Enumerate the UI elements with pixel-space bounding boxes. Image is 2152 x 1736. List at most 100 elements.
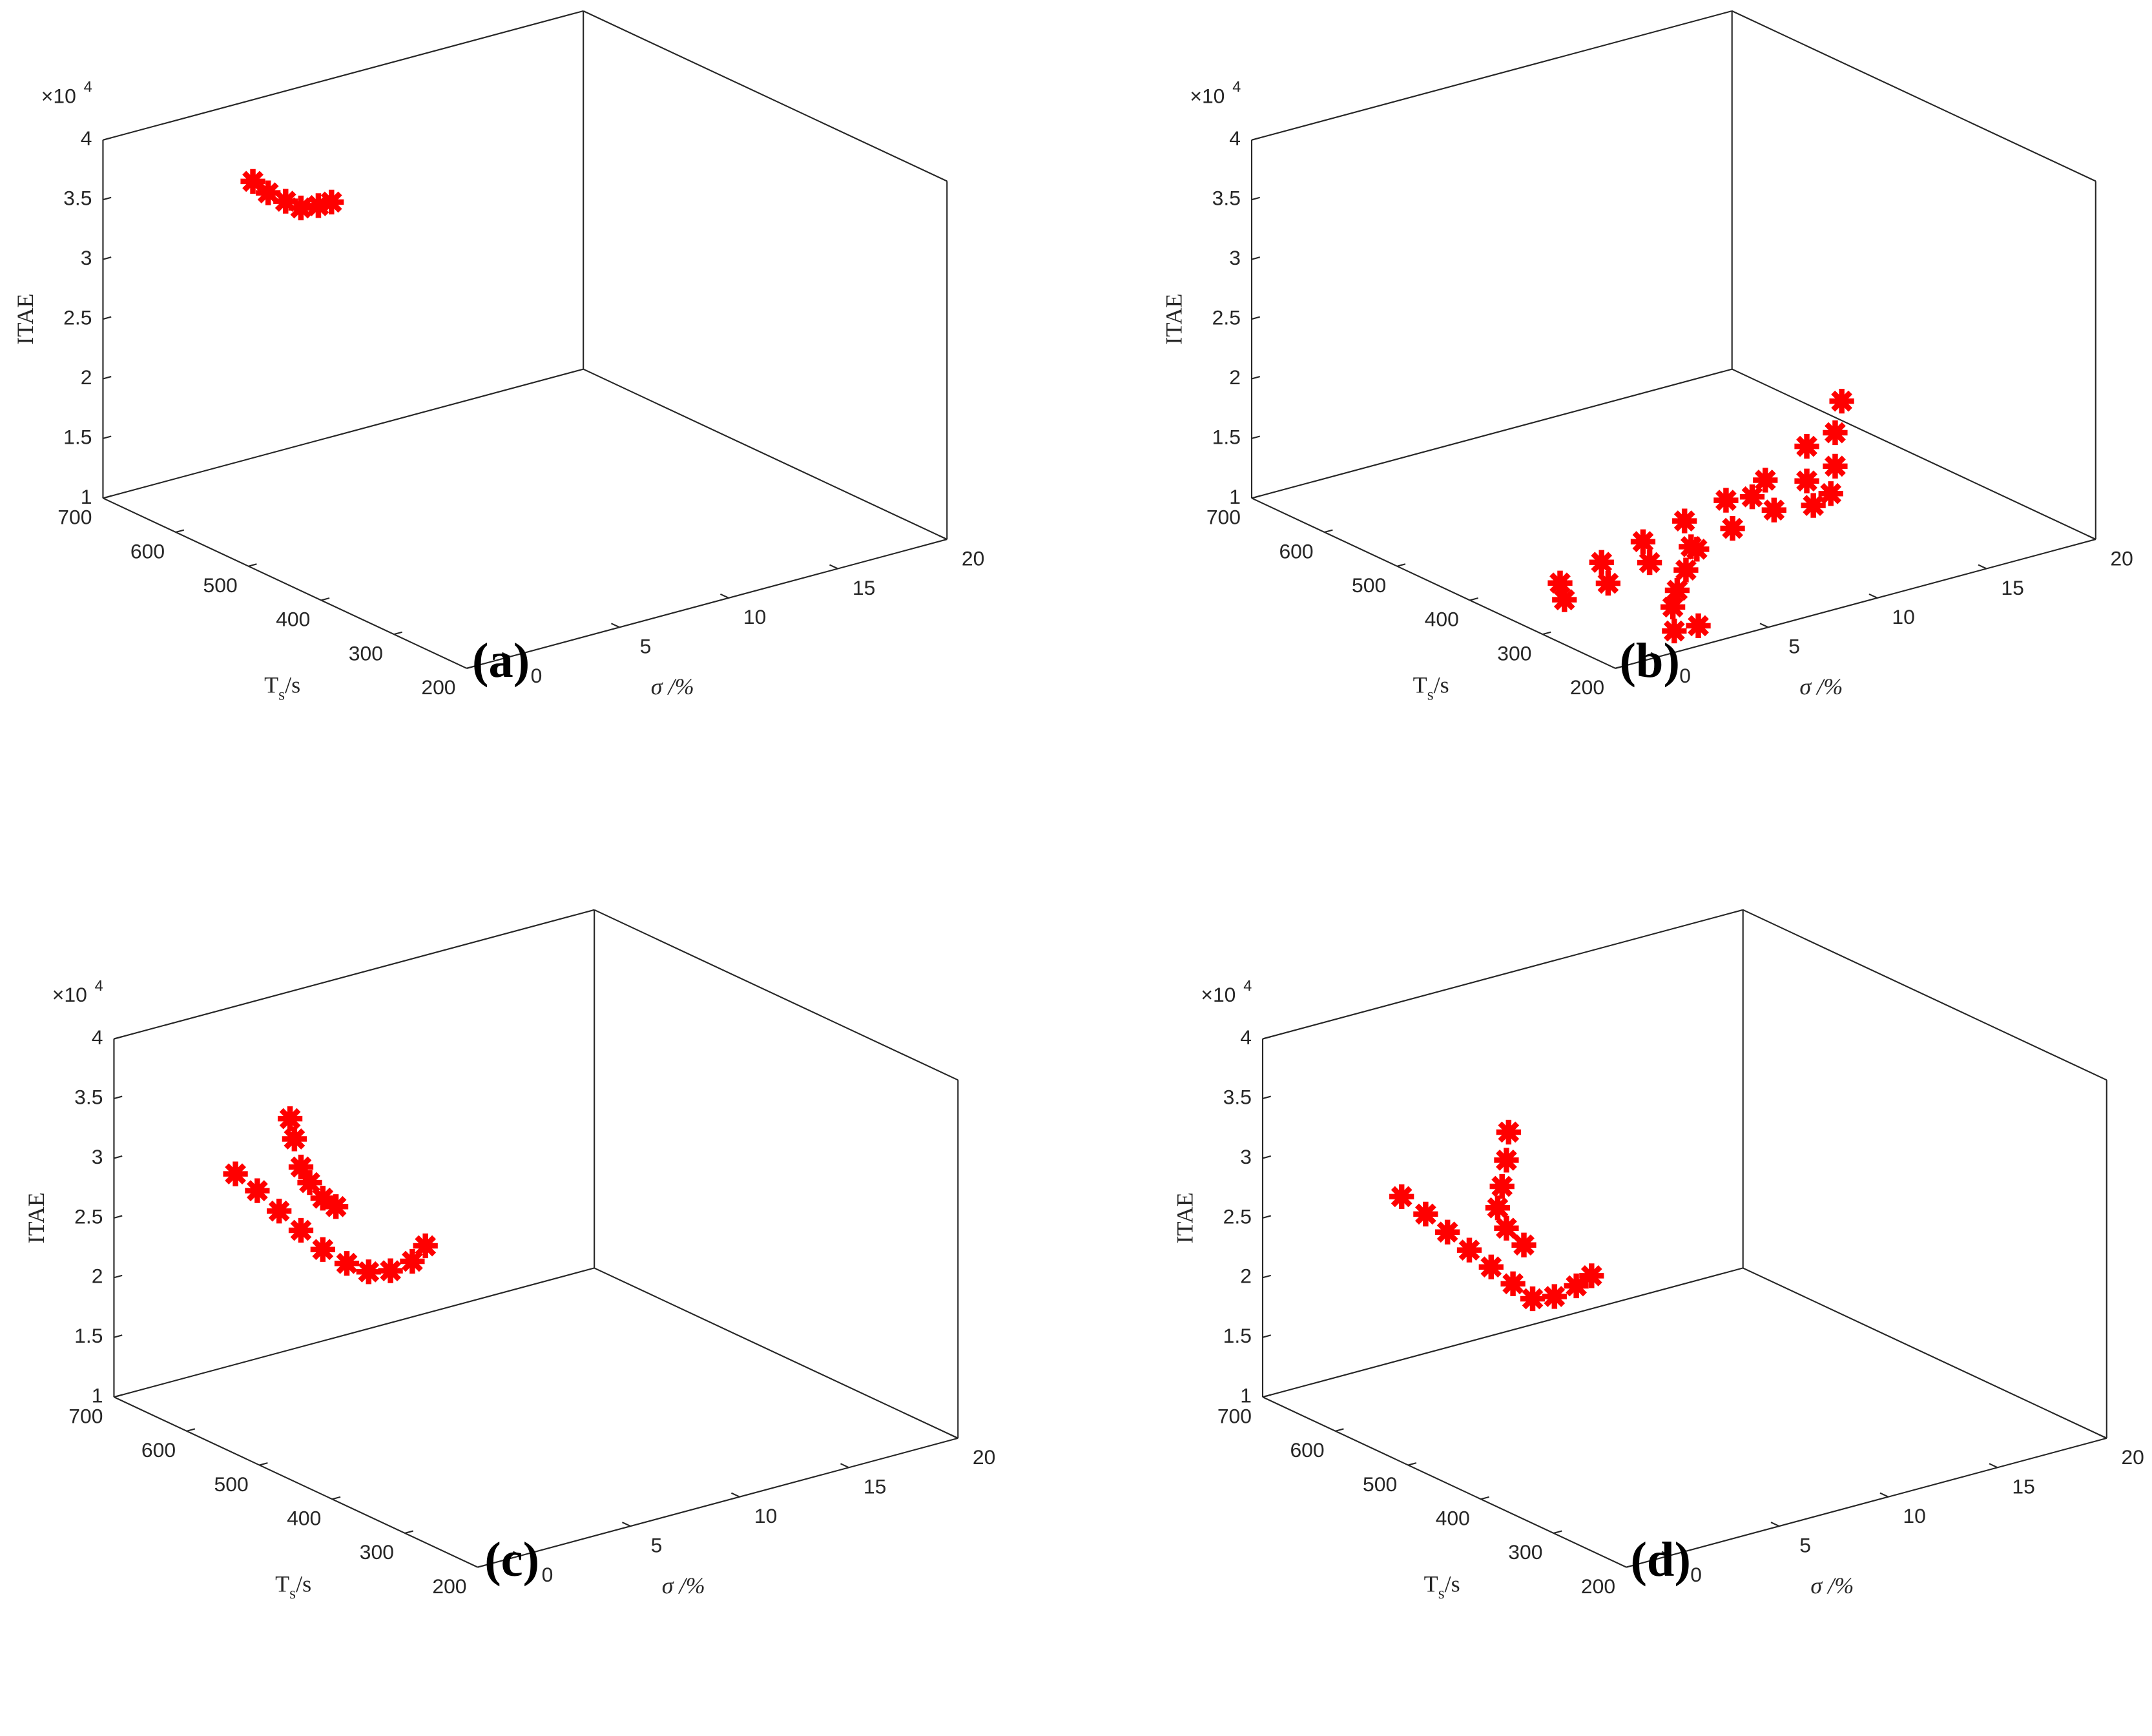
z-tick [1262, 1274, 1272, 1279]
y-tick-label: 300 [1497, 641, 1531, 665]
z-axis-label: ITAE [1172, 1192, 1197, 1243]
z-tick [114, 1215, 123, 1219]
z-tick [114, 1274, 123, 1279]
x-tick-label: 10 [1892, 605, 1914, 628]
y-tick [1251, 495, 1261, 499]
data-point [1761, 497, 1786, 522]
panel: 1 1.5 2 2.5 3 3.5 4 0 5 10 15 20 700 600 500 400 300 200 ×… [1172, 909, 2144, 1602]
z-tick-label: 1 [1229, 485, 1241, 508]
box-edge [594, 909, 958, 1081]
z-tick-label: 2.5 [1212, 305, 1241, 329]
y-tick-label: 700 [68, 1404, 103, 1427]
y-tick-label: 500 [214, 1472, 249, 1496]
x-tick [1989, 1463, 1998, 1469]
x-tick-label: 5 [1788, 635, 1800, 658]
z-tick [1262, 1036, 1272, 1040]
y-axis-label: Ts/s [275, 1571, 311, 1602]
data-point [1818, 481, 1843, 506]
y-tick-label: 300 [1508, 1540, 1542, 1564]
y-axis-label: Ts/s [264, 672, 300, 703]
data-point [223, 1161, 248, 1186]
y-axis-label-suffix: /s [1445, 1571, 1460, 1597]
box-edge [102, 497, 467, 669]
z-tick-label: 1.5 [1223, 1324, 1252, 1347]
panel: 1 1.5 2 2.5 3 3.5 4 0 5 10 15 20 700 600 500 400 300 200 ×… [12, 10, 984, 703]
box-edge [1262, 1396, 1627, 1568]
z-tick [1251, 316, 1261, 320]
y-tick-label: 200 [1581, 1575, 1615, 1598]
y-tick [393, 631, 402, 636]
z-tick [103, 435, 112, 439]
x-axis-label: σ /% [662, 1573, 705, 1598]
x-tick-label: 10 [1903, 1504, 1925, 1527]
z-tick-label: 2 [81, 366, 92, 389]
panel-label: (c) [484, 1532, 539, 1587]
box-edge [583, 10, 947, 182]
y-tick [259, 1462, 268, 1466]
data-point [297, 1170, 322, 1195]
z-tick-label: 4 [92, 1026, 103, 1049]
box-edge [1262, 1267, 1743, 1398]
z-tick [1262, 1215, 1272, 1219]
z-tick-label: 3.5 [63, 187, 92, 210]
box-edge [1251, 10, 1732, 141]
y-axis-label-sub: s [1438, 1584, 1445, 1602]
y-tick [1469, 597, 1478, 601]
x-tick-label: 10 [754, 1504, 777, 1527]
data-point [1542, 1284, 1567, 1309]
x-tick-label: 15 [864, 1475, 886, 1498]
y-tick-label: 400 [1425, 608, 1459, 631]
y-tick-label: 700 [1217, 1404, 1252, 1427]
data-point [1794, 468, 1819, 493]
data-point [1713, 488, 1739, 513]
x-tick-label: 20 [2121, 1445, 2144, 1469]
data-point [310, 1237, 335, 1262]
data-point [1547, 570, 1573, 595]
y-tick [114, 1394, 123, 1398]
y-tick [1324, 529, 1333, 533]
panel-label: (d) [1630, 1532, 1690, 1587]
z-scale-exponent: 4 [1243, 977, 1252, 994]
z-tick-label: 2 [92, 1265, 103, 1288]
y-axis-label-suffix: /s [285, 672, 300, 698]
z-tick [114, 1036, 123, 1040]
z-tick-label: 1 [1240, 1384, 1252, 1407]
data-point [1595, 571, 1621, 596]
z-tick-label: 4 [1240, 1026, 1252, 1049]
data-point [1753, 468, 1778, 493]
box-edge [477, 1437, 958, 1568]
data-point [319, 189, 344, 215]
z-axis-label: ITAE [1161, 293, 1186, 344]
data-point [1520, 1286, 1546, 1312]
y-tick [404, 1530, 413, 1534]
data-point [1801, 493, 1826, 518]
y-tick [321, 597, 330, 601]
y-tick-label: 600 [1279, 539, 1313, 563]
data-point [1823, 420, 1848, 446]
z-scale-base: ×10 [1201, 983, 1236, 1006]
data-point [240, 169, 265, 194]
y-axis-label-main: T [1413, 672, 1427, 698]
x-tick [1978, 564, 1987, 570]
data-point [1720, 515, 1745, 541]
box-edge [1743, 909, 2107, 1081]
z-tick [103, 196, 112, 201]
z-scale-exponent: 4 [1232, 78, 1241, 95]
y-tick [332, 1496, 341, 1500]
y-tick-label: 500 [203, 574, 238, 597]
data-point [1661, 594, 1686, 619]
y-tick-label: 200 [432, 1575, 466, 1598]
x-tick-label: 0 [542, 1563, 554, 1586]
z-tick [1251, 376, 1261, 380]
z-tick-label: 2.5 [1223, 1204, 1252, 1228]
data-point [1739, 484, 1765, 510]
z-tick [1251, 256, 1261, 260]
x-tick-label: 20 [973, 1445, 995, 1469]
x-tick [949, 1433, 958, 1439]
box-edge [583, 368, 947, 541]
box-edge [594, 1267, 958, 1439]
y-tick [103, 495, 112, 499]
z-tick-label: 3 [1229, 246, 1241, 269]
z-tick-label: 1 [92, 1384, 103, 1407]
z-tick-label: 3.5 [1223, 1085, 1252, 1108]
